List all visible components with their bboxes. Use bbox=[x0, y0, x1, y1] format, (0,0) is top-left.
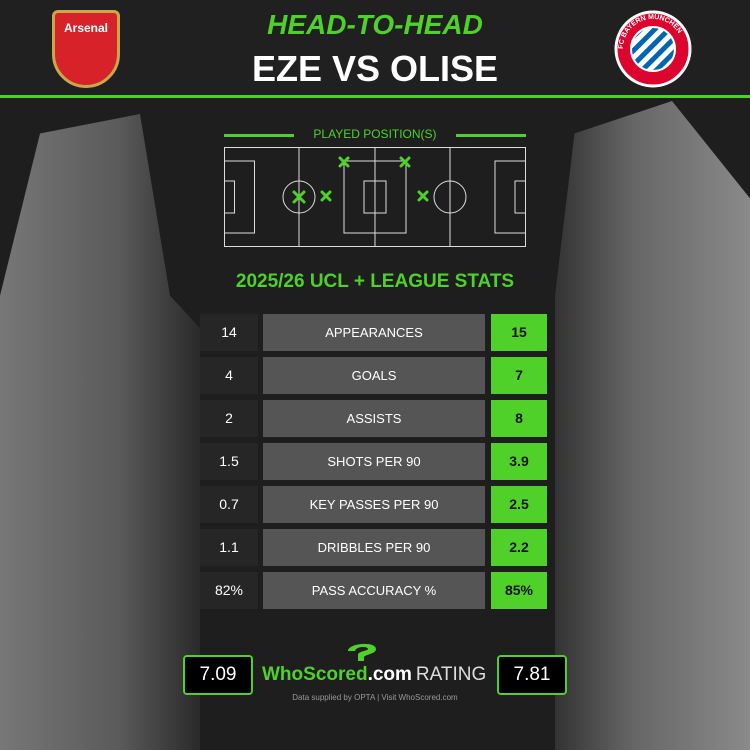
bayern-crest: FC BAYERN MÜNCHEN bbox=[614, 10, 692, 88]
position-markers bbox=[292, 156, 429, 204]
arrow-left-icon bbox=[456, 134, 526, 137]
stat-row: 0.7 KEY PASSES PER 90 2.5 bbox=[200, 486, 550, 523]
stat-left-value: 2 bbox=[200, 400, 258, 437]
position-marker-x-icon bbox=[399, 156, 411, 168]
stat-row: 14 APPEARANCES 15 bbox=[200, 314, 550, 351]
stat-right-value: 7 bbox=[491, 357, 547, 394]
position-marker-x-icon bbox=[338, 156, 350, 168]
stat-row: 1.1 DRIBBLES PER 90 2.2 bbox=[200, 529, 550, 566]
rating-label: RATING bbox=[415, 664, 487, 685]
stat-row: 2 ASSISTS 8 bbox=[200, 400, 550, 437]
stats-title: 2025/26 UCL + LEAGUE STATS bbox=[235, 271, 515, 292]
stat-right-value: 2.5 bbox=[491, 486, 547, 523]
stat-label: DRIBBLES PER 90 bbox=[263, 529, 485, 566]
position-marker-x-icon bbox=[417, 190, 429, 202]
position-marker-x-icon bbox=[292, 190, 306, 204]
stat-row: 82% PASS ACCURACY % 85% bbox=[200, 572, 550, 609]
stat-left-value: 1.1 bbox=[200, 529, 258, 566]
stat-left-value: 14 bbox=[200, 314, 258, 351]
stat-label: GOALS bbox=[263, 357, 485, 394]
brand-green: WhoScored bbox=[262, 664, 368, 685]
stat-left-value: 4 bbox=[200, 357, 258, 394]
stat-right-value: 15 bbox=[491, 314, 547, 351]
position-marker-x-icon bbox=[320, 190, 332, 202]
stat-label: PASS ACCURACY % bbox=[263, 572, 485, 609]
rating-eze: 7.09 bbox=[183, 655, 253, 695]
player-photo-olise bbox=[555, 101, 750, 750]
stat-row: 1.5 SHOTS PER 90 3.9 bbox=[200, 443, 550, 480]
whoscored-question-icon bbox=[348, 643, 376, 661]
stat-right-value: 8 bbox=[491, 400, 547, 437]
stat-right-value: 85% bbox=[491, 572, 547, 609]
stat-right-value: 3.9 bbox=[491, 443, 547, 480]
credit: Data supplied by OPTA | Visit WhoScored.… bbox=[292, 693, 458, 702]
kicker: HEAD-TO-HEAD bbox=[267, 9, 483, 40]
stat-right-value: 2.2 bbox=[491, 529, 547, 566]
stat-label: KEY PASSES PER 90 bbox=[263, 486, 485, 523]
stat-row: 4 GOALS 7 bbox=[200, 357, 550, 394]
page-title: EZE VS OLISE bbox=[251, 48, 499, 89]
whoscored-logo: WhoScored.com RATING bbox=[262, 664, 490, 686]
stat-left-value: 1.5 bbox=[200, 443, 258, 480]
player-photo-eze bbox=[0, 113, 200, 750]
arrow-right-icon bbox=[224, 134, 294, 137]
rating-olise: 7.81 bbox=[497, 655, 567, 695]
stat-label: ASSISTS bbox=[263, 400, 485, 437]
stat-left-value: 0.7 bbox=[200, 486, 258, 523]
arsenal-crest: Arsenal bbox=[52, 10, 120, 88]
brand-white: .com bbox=[367, 664, 412, 685]
positions-label: PLAYED POSITION(S) bbox=[313, 127, 437, 141]
header: Arsenal HEAD-TO-HEAD EZE VS OLISE FC BAY… bbox=[0, 0, 750, 98]
stat-left-value: 82% bbox=[200, 572, 258, 609]
stat-label: SHOTS PER 90 bbox=[263, 443, 485, 480]
stat-label: APPEARANCES bbox=[263, 314, 485, 351]
pitch-diagram bbox=[224, 147, 526, 247]
arsenal-crest-text: Arsenal bbox=[63, 21, 109, 35]
